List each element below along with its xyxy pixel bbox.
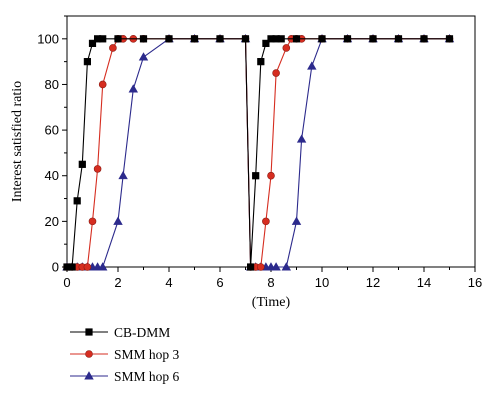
- x-tick-label: 8: [267, 275, 274, 290]
- data-point: [98, 80, 107, 89]
- x-tick-label: 10: [315, 275, 329, 290]
- legend-item: SMM hop 6: [70, 369, 180, 384]
- data-point: [73, 197, 81, 205]
- y-tick-label: 80: [45, 77, 59, 92]
- data-point: [257, 58, 265, 66]
- data-point: [445, 35, 454, 43]
- data-point: [267, 171, 275, 180]
- y-tick-label: 60: [45, 123, 59, 138]
- data-point: [83, 58, 91, 66]
- data-point: [78, 160, 86, 168]
- data-point: [118, 170, 128, 180]
- data-point: [318, 35, 326, 43]
- series-layer: [62, 34, 455, 271]
- x-tick-label: 2: [114, 275, 121, 290]
- data-point: [241, 35, 250, 43]
- data-point: [282, 44, 291, 52]
- x-tick-label: 6: [216, 275, 223, 290]
- data-point: [190, 35, 199, 43]
- data-point: [165, 35, 173, 43]
- series-line: [67, 38, 450, 268]
- data-point: [99, 35, 107, 43]
- data-point: [292, 35, 301, 43]
- legend-marker: [85, 350, 93, 358]
- data-point: [262, 217, 270, 226]
- data-point: [113, 216, 123, 225]
- data-point: [138, 52, 149, 61]
- y-axis: 0 20 40 60 80 100: [37, 15, 67, 275]
- data-point: [271, 262, 281, 271]
- series-line: [67, 38, 450, 268]
- data-point: [88, 217, 97, 226]
- data-point: [83, 263, 92, 271]
- legend-label: CB-DMM: [114, 325, 170, 340]
- y-tick-label: 20: [45, 214, 59, 229]
- data-point: [394, 35, 403, 43]
- data-point: [97, 262, 108, 271]
- data-point: [128, 84, 139, 93]
- legend-marker: [85, 328, 93, 336]
- legend-label: SMM hop 3: [114, 347, 180, 362]
- legend-label: SMM hop 6: [114, 369, 180, 384]
- legend-item: SMM hop 3: [70, 347, 180, 362]
- data-point: [93, 165, 102, 173]
- data-point: [343, 35, 352, 43]
- x-axis-title: (Time): [252, 295, 291, 310]
- data-point: [216, 35, 224, 43]
- x-tick-label: 14: [417, 275, 431, 290]
- plot-area: [66, 15, 476, 268]
- y-axis-title: Interest satisfied ratio: [10, 81, 25, 202]
- y-tick-label: 40: [45, 168, 59, 183]
- x-tick-label: 4: [165, 275, 172, 290]
- data-point: [272, 69, 280, 77]
- series-line: [67, 38, 450, 268]
- data-point: [252, 172, 260, 180]
- x-axis: 0 2 4 6 8 10 12 14 16: [63, 267, 482, 290]
- legend: CB-DMM SMM hop 3 SMM hop 6: [70, 325, 180, 384]
- data-point: [139, 35, 148, 43]
- data-point: [109, 44, 117, 52]
- data-point: [88, 39, 97, 47]
- data-point: [281, 262, 292, 271]
- y-tick-label: 100: [37, 31, 59, 46]
- data-point: [262, 39, 270, 47]
- data-point: [256, 263, 265, 271]
- x-tick-label: 0: [63, 275, 70, 290]
- data-point: [369, 35, 377, 43]
- x-tick-label: 16: [468, 275, 482, 290]
- y-tick-label: 0: [52, 260, 59, 275]
- data-point: [420, 35, 428, 43]
- data-point: [277, 35, 285, 43]
- data-point: [68, 263, 76, 271]
- series-0: [63, 35, 454, 271]
- series-1: [63, 35, 454, 271]
- x-tick-label: 12: [366, 275, 380, 290]
- series-2: [62, 34, 455, 271]
- data-point: [291, 216, 302, 225]
- data-point: [114, 35, 122, 43]
- data-point: [247, 263, 255, 271]
- data-point: [296, 134, 307, 143]
- plot-frame: [66, 15, 476, 268]
- data-point: [307, 61, 317, 70]
- legend-marker: [84, 371, 94, 380]
- legend-item: CB-DMM: [70, 325, 170, 340]
